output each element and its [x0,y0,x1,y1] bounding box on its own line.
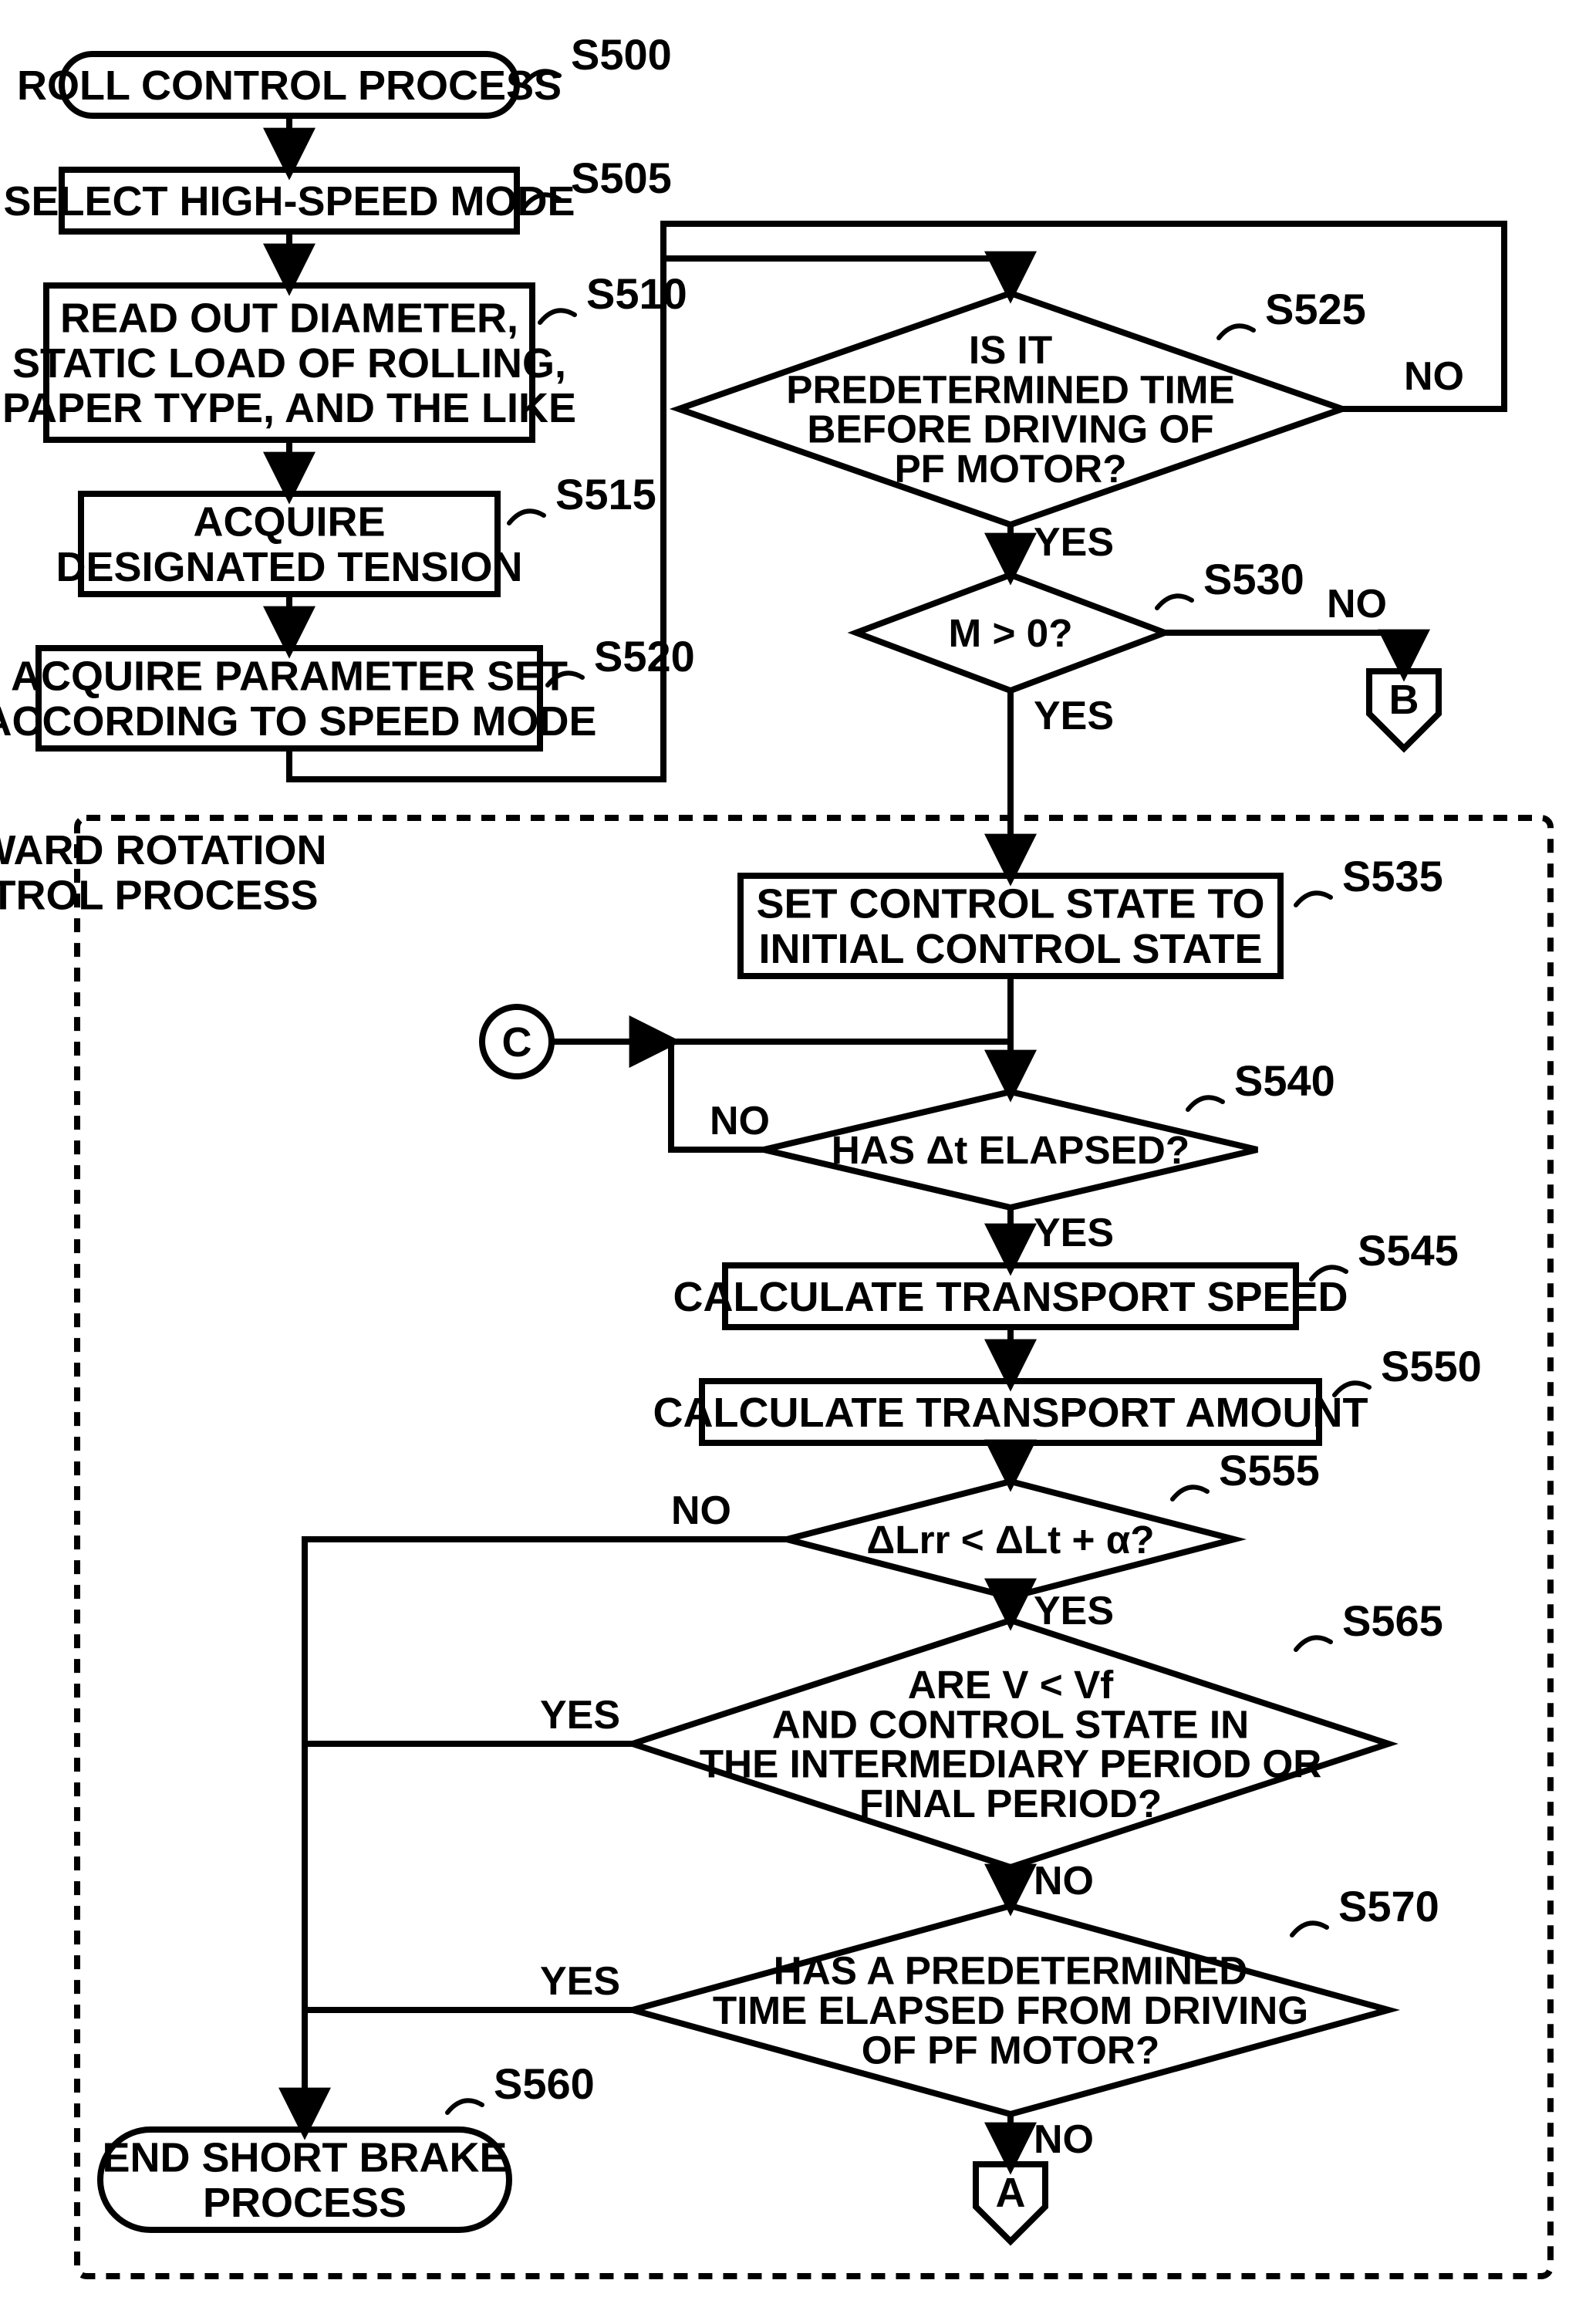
svg-text:INITIAL CONTROL STATE: INITIAL CONTROL STATE [759,926,1263,972]
svg-text:NO: NO [671,1488,731,1533]
svg-text:S560: S560 [494,2059,595,2108]
svg-text:CONTROL PROCESS: CONTROL PROCESS [0,872,319,918]
svg-text:PAPER TYPE, AND THE LIKE: PAPER TYPE, AND THE LIKE [2,385,576,431]
svg-text:YES: YES [540,1959,620,2004]
svg-text:S535: S535 [1342,852,1443,900]
svg-text:S545: S545 [1358,1226,1459,1275]
svg-text:FINAL PERIOD?: FINAL PERIOD? [859,1782,1162,1826]
svg-text:M > 0?: M > 0? [948,611,1072,655]
svg-text:FORWARD ROTATION: FORWARD ROTATION [0,827,326,873]
svg-text:THE INTERMEDIARY PERIOD OR: THE INTERMEDIARY PERIOD OR [700,1742,1322,1786]
svg-text:S530: S530 [1203,555,1304,603]
svg-text:HAS A PREDETERMINED: HAS A PREDETERMINED [774,1949,1248,1993]
svg-text:YES: YES [540,1693,620,1738]
svg-text:NO: NO [1404,354,1464,399]
svg-text:HAS Δt ELAPSED?: HAS Δt ELAPSED? [832,1128,1189,1172]
svg-text:C: C [502,1019,532,1066]
svg-text:ACQUIRE: ACQUIRE [193,499,385,546]
svg-text:S555: S555 [1219,1446,1320,1495]
svg-text:CALCULATE TRANSPORT SPEED: CALCULATE TRANSPORT SPEED [673,1274,1348,1320]
svg-text:SET CONTROL STATE TO: SET CONTROL STATE TO [756,881,1264,927]
svg-text:ACCORDING TO SPEED MODE: ACCORDING TO SPEED MODE [0,698,597,745]
svg-text:READ OUT DIAMETER,: READ OUT DIAMETER, [60,296,518,342]
svg-text:S520: S520 [594,632,695,681]
svg-text:PROCESS: PROCESS [203,2180,407,2226]
svg-text:AND CONTROL STATE IN: AND CONTROL STATE IN [772,1702,1249,1746]
svg-text:S550: S550 [1381,1342,1482,1390]
svg-text:NO: NO [1034,1859,1094,1903]
svg-text:ACQUIRE PARAMETER SET: ACQUIRE PARAMETER SET [11,654,568,700]
svg-text:NO: NO [710,1099,770,1143]
svg-text:PREDETERMINED TIME: PREDETERMINED TIME [786,367,1234,411]
svg-text:S510: S510 [586,269,687,318]
svg-text:END SHORT BRAKE: END SHORT BRAKE [102,2135,507,2181]
svg-text:ΔLrr < ΔLt + α?: ΔLrr < ΔLt + α? [866,1518,1154,1562]
svg-text:NO: NO [1327,582,1387,627]
svg-text:YES: YES [1034,520,1114,565]
svg-text:S515: S515 [555,470,656,519]
svg-text:YES: YES [1034,694,1114,738]
svg-text:YES: YES [1034,1589,1114,1633]
svg-text:NO: NO [1034,2117,1094,2162]
svg-text:S570: S570 [1338,1882,1439,1930]
svg-text:OF PF MOTOR?: OF PF MOTOR? [862,2028,1160,2072]
svg-text:ARE V < Vf: ARE V < Vf [908,1663,1114,1707]
svg-text:S565: S565 [1342,1596,1443,1645]
svg-text:STATIC LOAD OF ROLLING,: STATIC LOAD OF ROLLING, [12,340,566,387]
svg-text:A: A [996,2170,1026,2216]
svg-text:PF MOTOR?: PF MOTOR? [894,447,1126,491]
svg-text:IS IT: IS IT [969,328,1052,372]
svg-text:S540: S540 [1234,1056,1335,1105]
svg-text:TIME ELAPSED FROM DRIVING: TIME ELAPSED FROM DRIVING [713,1988,1308,2032]
svg-text:S500: S500 [571,30,672,79]
svg-text:BEFORE DRIVING OF: BEFORE DRIVING OF [807,407,1213,451]
svg-text:ROLL CONTROL PROCESS: ROLL CONTROL PROCESS [17,62,562,109]
svg-text:SELECT HIGH-SPEED MODE: SELECT HIGH-SPEED MODE [3,178,575,225]
svg-text:CALCULATE TRANSPORT AMOUNT: CALCULATE TRANSPORT AMOUNT [653,1390,1368,1436]
svg-text:B: B [1389,677,1419,723]
svg-text:S525: S525 [1265,285,1366,333]
svg-text:YES: YES [1034,1211,1114,1255]
svg-text:DESIGNATED TENSION: DESIGNATED TENSION [56,544,522,590]
svg-text:S505: S505 [571,154,672,202]
